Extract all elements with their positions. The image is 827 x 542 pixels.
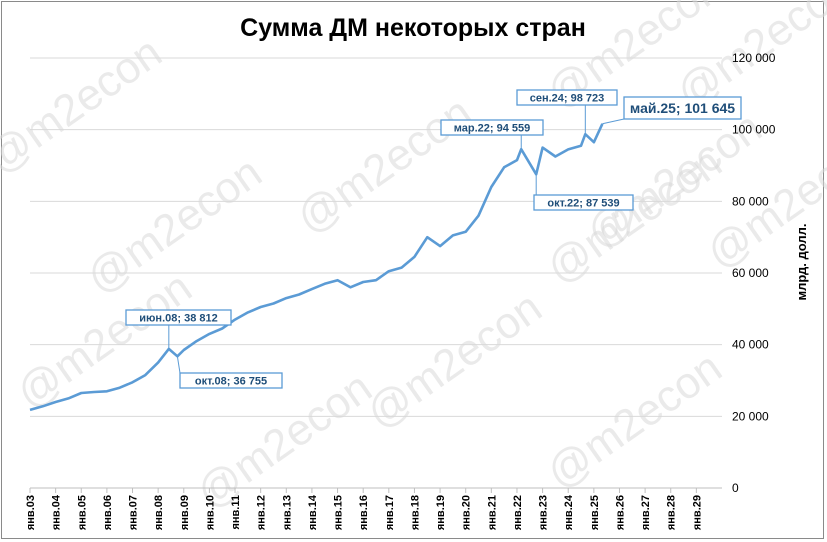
annotation-box bbox=[516, 89, 618, 106]
watermark-text: @m2econ bbox=[358, 283, 551, 439]
annotation-label: окт.08; 36 755 bbox=[195, 375, 267, 387]
x-tick-label: янв.10 bbox=[204, 495, 216, 530]
x-tick-label: янв.25 bbox=[589, 495, 601, 530]
annotation-label: окт.22; 87 539 bbox=[547, 197, 619, 209]
x-tick-label: янв.03 bbox=[25, 495, 37, 530]
y-axis-label: млрд. долл. bbox=[794, 224, 809, 301]
annotation-box bbox=[179, 372, 283, 389]
x-tick-label: янв.04 bbox=[51, 494, 63, 530]
annotations-layer: июн.08; 38 812 окт.08; 36 755 мар.22; 94 5… bbox=[125, 89, 742, 389]
y-tick-label: 40 000 bbox=[732, 338, 769, 352]
x-tick-label: янв.18 bbox=[409, 495, 421, 530]
chart-title: Сумма ДМ некоторых стран bbox=[240, 14, 586, 42]
y-tick-label: 120 000 bbox=[732, 51, 776, 65]
x-tick-label: янв.12 bbox=[256, 495, 268, 530]
watermark-text: @m2econ bbox=[538, 343, 731, 499]
x-tick-label: янв.11 bbox=[230, 495, 242, 530]
y-tick-label: 20 000 bbox=[732, 409, 769, 423]
x-tick-label: янв.16 bbox=[358, 495, 370, 530]
x-tick-label: янв.09 bbox=[179, 495, 191, 530]
x-tick-label: янв.14 bbox=[307, 494, 319, 530]
x-tick-label: янв.06 bbox=[102, 495, 114, 530]
annotation-box bbox=[623, 96, 742, 120]
annotation-box bbox=[440, 119, 544, 136]
watermark-text: @m2econ bbox=[288, 88, 481, 244]
x-tick-label: янв.28 bbox=[666, 495, 678, 530]
y-tick-label: 80 000 bbox=[732, 194, 769, 208]
x-tick-label: янв.23 bbox=[538, 495, 550, 530]
annotation-label: сен.24; 98 723 bbox=[530, 92, 605, 104]
x-tick-label: янв.27 bbox=[640, 495, 652, 530]
annotation-label: май.25; 101 645 bbox=[630, 100, 735, 116]
x-tick-label: янв.19 bbox=[435, 495, 447, 530]
x-tick-label: янв.17 bbox=[384, 495, 396, 530]
annotation-leader bbox=[602, 118, 625, 125]
annotation-leader bbox=[176, 356, 181, 374]
x-tick-label: янв.29 bbox=[691, 495, 703, 530]
y-tick-label: 100 000 bbox=[732, 123, 776, 137]
y-tick-label: 0 bbox=[732, 481, 739, 495]
x-tick-label: янв.22 bbox=[512, 495, 524, 530]
x-tick-label: янв.07 bbox=[128, 495, 140, 530]
series-layer bbox=[29, 123, 604, 412]
annotation-label: мар.22; 94 559 bbox=[454, 122, 530, 134]
x-tick-label: янв.20 bbox=[461, 495, 473, 530]
annotation-box bbox=[125, 309, 232, 326]
x-tick-label: янв.24 bbox=[563, 494, 575, 530]
x-tick-label: янв.13 bbox=[281, 495, 293, 530]
watermark-text: @m2econ bbox=[0, 28, 171, 184]
annotation-label: июн.08; 38 812 bbox=[139, 312, 217, 324]
y-axis-ticks: 0 20 000 40 000 60 000 80 000 100 000 120 000 bbox=[732, 51, 776, 495]
x-tick-label: янв.15 bbox=[333, 495, 345, 530]
x-tick-label: янв.21 bbox=[486, 495, 498, 530]
annotation-box bbox=[533, 194, 634, 211]
y-tick-label: 60 000 bbox=[732, 266, 769, 280]
x-tick-label: янв.08 bbox=[153, 495, 165, 530]
series-line bbox=[29, 123, 604, 412]
x-axis-ticks: янв.03 янв.04 янв.05 янв.06 янв.07 янв.08 янв.… bbox=[25, 488, 703, 530]
x-tick-label: янв.05 bbox=[76, 495, 88, 530]
x-tick-label: янв.26 bbox=[614, 495, 626, 530]
